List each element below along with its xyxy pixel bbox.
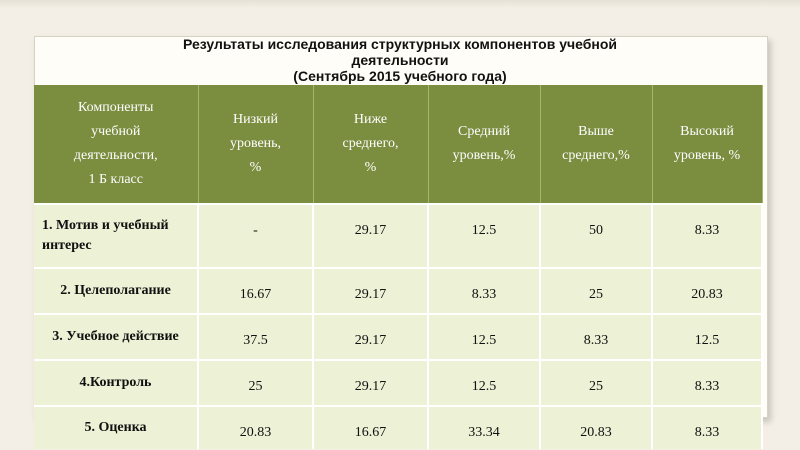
table-cell: 12.5 (428, 313, 541, 360)
table-cell: 20.83 (540, 405, 653, 449)
table-cell: 33.34 (428, 405, 541, 449)
row-label: 1. Мотив и учебный интерес (34, 203, 199, 268)
table-cell: 20.83 (652, 267, 763, 314)
table-cell: 8.33 (652, 359, 763, 406)
table-row: 1. Мотив и учебный интерес - 29.17 12.5 … (34, 203, 763, 268)
row-label: 3. Учебное действие (34, 313, 199, 360)
header-average: Средний уровень,% (428, 85, 541, 204)
row-label: 2. Целеполагание (34, 267, 199, 314)
table-cell: 8.33 (652, 405, 763, 449)
table-cell: 16.67 (313, 405, 429, 449)
table-cell: 29.17 (313, 359, 429, 406)
header-high: Высокий уровень, % (652, 85, 763, 204)
header-below-average: Ниже среднего, % (313, 85, 429, 204)
table-cell: 25 (198, 359, 314, 406)
title-line-1: Результаты исследования структурных комп… (182, 36, 618, 52)
table-cell: 29.17 (313, 203, 429, 268)
table-header-row: Компоненты учебной деятельности, 1 Б кла… (34, 85, 763, 204)
table-cell: 12.5 (428, 359, 541, 406)
table-cell: 16.67 (198, 267, 314, 314)
table-cell: 20.83 (198, 405, 314, 449)
table-cell: 37.5 (198, 313, 314, 360)
header-above-average: Выше среднего,% (540, 85, 653, 204)
top-shadow (0, 0, 800, 8)
table-row: 5. Оценка 20.83 16.67 33.34 20.83 8.33 (34, 405, 763, 449)
table-cell: 25 (540, 267, 653, 314)
table-cell: 50 (540, 203, 653, 268)
table-cell: - (198, 203, 314, 268)
title-line-3: (Сентябрь 2015 учебного года) (293, 68, 507, 84)
results-table: Компоненты учебной деятельности, 1 Б кла… (34, 85, 763, 449)
title-line-2: деятельности (351, 52, 449, 68)
table-cell: 25 (540, 359, 653, 406)
table-cell: 8.33 (428, 267, 541, 314)
header-low: Низкий уровень, % (198, 85, 314, 204)
table-cell: 12.5 (652, 313, 763, 360)
table-cell: 8.33 (652, 203, 763, 268)
row-label: 5. Оценка (34, 405, 199, 449)
table-row: 2. Целеполагание 16.67 29.17 8.33 25 20.… (34, 267, 763, 314)
slide-title: Результаты исследования структурных комп… (120, 36, 680, 84)
table-row: 4.Контроль 25 29.17 12.5 25 8.33 (34, 359, 763, 406)
table-cell: 12.5 (428, 203, 541, 268)
row-label: 4.Контроль (34, 359, 199, 406)
table-cell: 29.17 (313, 313, 429, 360)
table-row: 3. Учебное действие 37.5 29.17 12.5 8.33… (34, 313, 763, 360)
header-components: Компоненты учебной деятельности, 1 Б кла… (34, 85, 199, 204)
table-cell: 29.17 (313, 267, 429, 314)
table-cell: 8.33 (540, 313, 653, 360)
